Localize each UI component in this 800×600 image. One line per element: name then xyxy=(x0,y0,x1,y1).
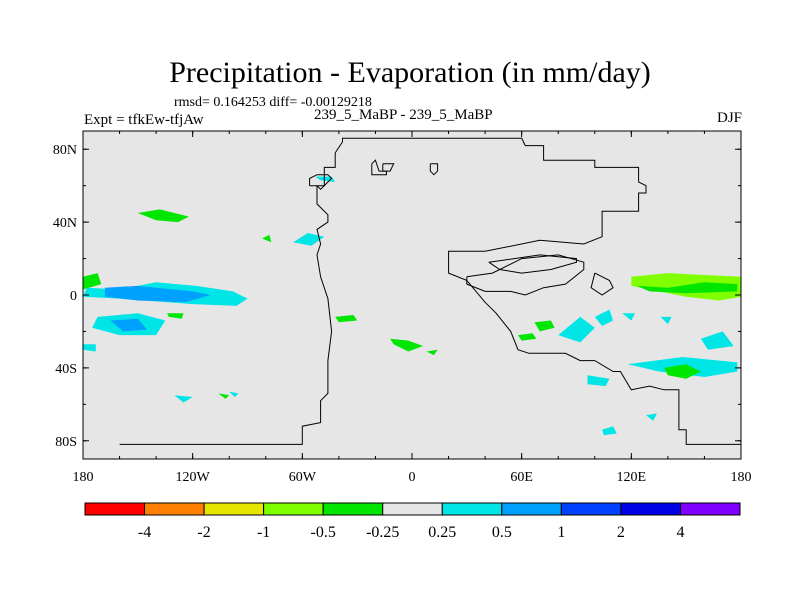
anomaly-region-11 xyxy=(335,315,358,323)
y-tick-label-1: 40N xyxy=(53,216,77,231)
y-tick-label-3: 40S xyxy=(55,362,77,377)
y-tick-label-0: 80N xyxy=(53,143,77,158)
anomaly-region-29 xyxy=(602,426,617,436)
anomaly-region-4 xyxy=(83,273,102,290)
colorbar-label-2: -1 xyxy=(257,524,270,541)
anomaly-region-16 xyxy=(558,316,595,343)
x-tick-label-3: 0 xyxy=(409,470,416,485)
colorbar-box-3 xyxy=(263,502,324,516)
anomaly-region-10 xyxy=(167,313,184,319)
colorbar-box-9 xyxy=(620,502,681,516)
colorbar-box-7 xyxy=(501,502,562,516)
colorbar-box-2 xyxy=(203,502,265,516)
colorbar-label-1: -2 xyxy=(197,524,210,541)
colorbar-box-4 xyxy=(322,502,384,516)
colorbar-label-7: 1 xyxy=(557,524,565,541)
colorbar-label-8: 2 xyxy=(617,524,625,541)
colorbar-label-0: -4 xyxy=(138,524,151,541)
coastline-1 xyxy=(309,174,333,191)
chart-title: Precipitation - Evaporation (in mm/day) xyxy=(169,56,651,89)
anomaly-region-21 xyxy=(534,320,555,332)
anomaly-region-6 xyxy=(104,285,211,303)
colorbar-box-10 xyxy=(679,502,741,516)
experiment-label: Expt = tfkEw-tfjAw xyxy=(84,112,204,128)
x-tick-label-1: 120W xyxy=(176,470,211,485)
anomaly-region-17 xyxy=(594,309,614,326)
colorbar-box-5 xyxy=(382,502,443,516)
anomaly-region-13 xyxy=(426,349,438,356)
colorbar-label-4: -0.25 xyxy=(366,524,399,541)
stats-line: rmsd= 0.164253 diff= -0.00129218 xyxy=(174,95,372,110)
anomaly-region-1 xyxy=(262,234,272,243)
anomaly-region-9 xyxy=(83,344,96,352)
colorbar-box-6 xyxy=(441,502,503,516)
anomaly-region-0 xyxy=(137,209,189,223)
anomaly-region-20 xyxy=(664,364,701,379)
y-tick-label-4: 80S xyxy=(55,435,77,450)
colorbar-label-9: 4 xyxy=(676,524,684,541)
colorbar-label-5: 0.25 xyxy=(428,524,456,541)
colorbar-label-6: 0.5 xyxy=(492,524,512,541)
colorbar: -4 -2 -1 -0.5 -0.25 0.25 0.5 1 2 4 xyxy=(84,502,741,541)
coastline-7 xyxy=(590,272,614,296)
coastline-0 xyxy=(119,137,741,445)
colorbar-box-0 xyxy=(84,502,146,516)
x-tick-label-4: 60E xyxy=(510,470,533,485)
colorbar-box-1 xyxy=(144,502,205,516)
anomaly-region-27 xyxy=(218,393,230,399)
anomaly-region-23 xyxy=(587,375,610,387)
anomaly-region-26 xyxy=(174,395,193,403)
anomaly-region-3 xyxy=(315,176,336,182)
anomaly-region-25 xyxy=(660,316,672,325)
anomaly-region-15 xyxy=(636,282,738,294)
anomaly-region-24 xyxy=(622,313,635,321)
anomaly-region-19 xyxy=(700,331,734,350)
colorbar-label-3: -0.5 xyxy=(311,524,336,541)
anomaly-region-8 xyxy=(110,318,147,332)
coastline-4 xyxy=(429,163,439,176)
center-label: 239_5_MaBP - 239_5_MaBP xyxy=(314,107,493,123)
season-label: DJF xyxy=(716,110,742,126)
coastline-6 xyxy=(488,254,577,274)
colorbar-box-8 xyxy=(560,502,622,516)
y-tick-label-2: 0 xyxy=(70,289,77,304)
anomaly-region-12 xyxy=(390,338,423,352)
coastline-3 xyxy=(382,163,395,172)
x-tick-label-6: 180 xyxy=(731,470,752,485)
coastline-5 xyxy=(466,254,585,296)
x-tick-label-0: 180 xyxy=(73,470,94,485)
anomaly-region-2 xyxy=(293,233,325,246)
x-tick-label-5: 120E xyxy=(617,470,647,485)
anomaly-region-30 xyxy=(646,413,657,421)
anomaly-region-22 xyxy=(518,333,537,341)
x-tick-label-2: 60W xyxy=(289,470,317,485)
anomaly-region-28 xyxy=(229,391,239,397)
